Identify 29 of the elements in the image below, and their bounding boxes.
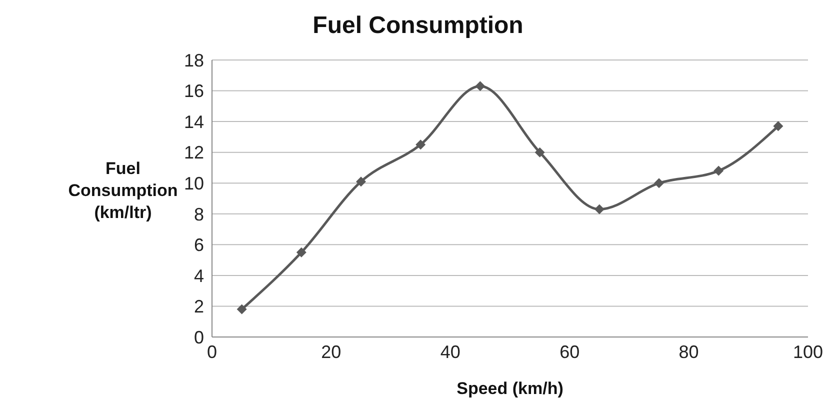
y-tick-label: 0 (194, 327, 204, 348)
point (534, 147, 545, 158)
y-tick-label: 16 (184, 81, 204, 102)
point (356, 176, 366, 187)
y-tick-label: 8 (194, 204, 204, 224)
point (594, 204, 604, 214)
y-tick-label: 12 (184, 142, 204, 163)
x-tick-label: 0 (206, 342, 218, 362)
y-tick-label: 4 (194, 266, 204, 286)
x-axis-title: Speed (km/h) (456, 379, 564, 398)
y-tick-label: 10 (184, 174, 204, 194)
point (236, 304, 247, 314)
point (654, 178, 664, 188)
chart-title: Fuel Consumption (312, 12, 524, 40)
point (475, 81, 486, 92)
x-tick-label: 80 (678, 342, 699, 362)
y-axis-title: Fuel Consumption (km/ltr) (68, 158, 178, 224)
point (416, 140, 426, 150)
y-tick-label: 14 (184, 112, 204, 132)
y-tick-label: 18 (184, 50, 204, 70)
point (714, 166, 724, 176)
y-tick-label: 2 (194, 296, 204, 317)
x-tick-label: 100 (792, 342, 824, 362)
y-tick-label: 6 (194, 235, 204, 256)
x-tick-label: 40 (440, 342, 460, 362)
x-tick-label: 60 (560, 342, 580, 362)
x-tick-label: 20 (321, 342, 342, 362)
point (773, 121, 784, 132)
point (296, 247, 306, 258)
